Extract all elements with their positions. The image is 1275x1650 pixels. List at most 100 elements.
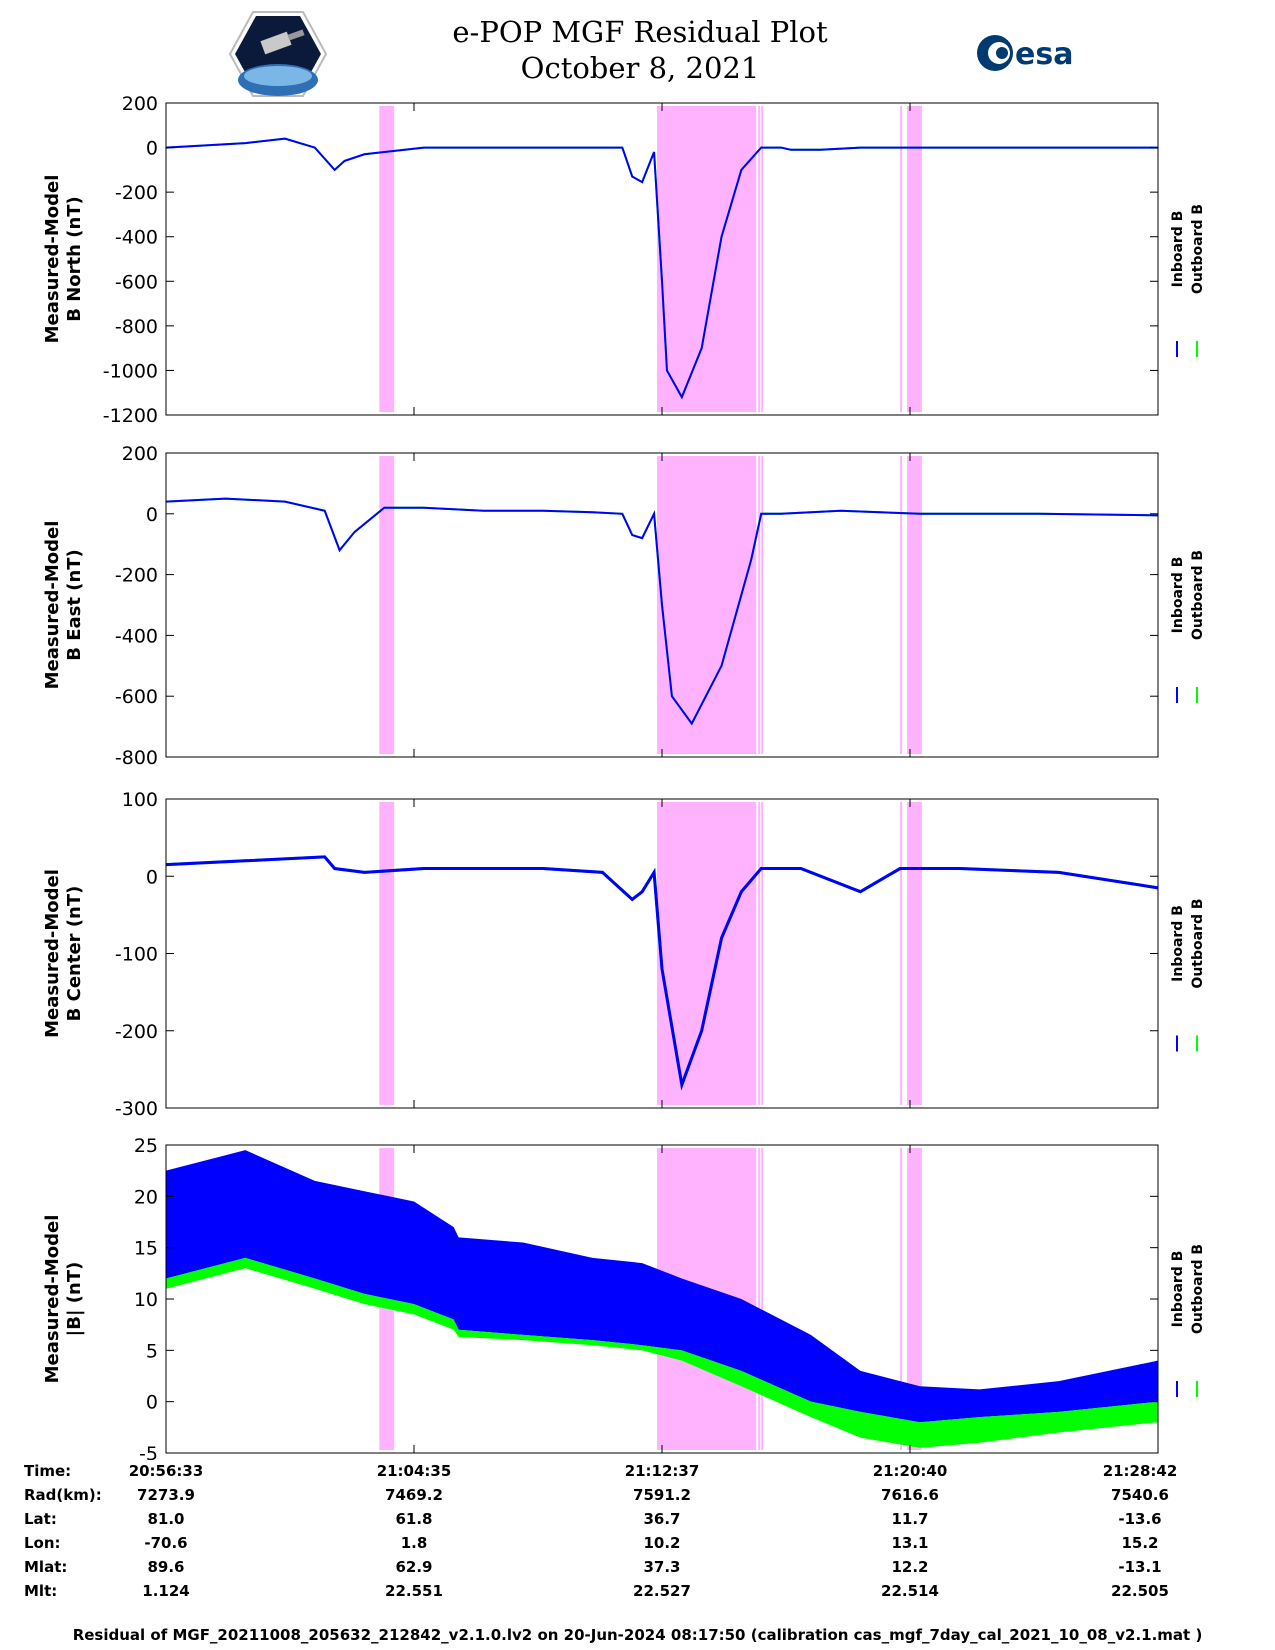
y-tick-label: 0 — [146, 138, 158, 160]
row-value: 11.7 — [891, 1510, 929, 1528]
y-axis-label-line-1: Measured-Model — [42, 175, 63, 344]
shaded-interval — [907, 456, 922, 754]
y-tick-label: -1000 — [103, 360, 158, 382]
title-line-2: October 8, 2021 — [520, 51, 760, 85]
row-value: 22.505 — [1111, 1582, 1169, 1600]
y-tick-label: 200 — [122, 93, 158, 115]
series-inboard-line — [165, 137, 1158, 400]
legend-entry-inboard: Inboard B — [1170, 557, 1186, 634]
row-value: 7273.9 — [137, 1486, 195, 1504]
legend-entry-outboard: Outboard B — [1190, 898, 1206, 988]
esa-logo-text: esa — [1015, 37, 1073, 72]
y-axis-label-line-1: Measured-Model — [42, 1215, 63, 1384]
legend-entry-outboard: Outboard B — [1190, 1244, 1206, 1334]
y-tick-label: 15 — [134, 1238, 158, 1260]
y-tick-label: -400 — [115, 227, 158, 249]
row-value: 15.2 — [1121, 1534, 1159, 1552]
legend-entry-inboard: Inboard B — [1170, 1251, 1186, 1328]
row-value: 20:56:33 — [128, 1462, 204, 1480]
y-tick-label: -5 — [139, 1443, 158, 1460]
row-value: 7591.2 — [633, 1486, 691, 1504]
row-label: Lon: — [24, 1534, 61, 1552]
y-tick-label: -400 — [115, 625, 158, 647]
row-value: -13.1 — [1118, 1558, 1162, 1576]
y-axis-label-line-1: Measured-Model — [42, 521, 63, 690]
shaded-interval — [758, 802, 761, 1105]
y-tick-label: 200 — [122, 443, 158, 465]
shaded-interval — [900, 1148, 903, 1450]
row-value: 12.2 — [891, 1558, 929, 1576]
shaded-interval — [657, 802, 757, 1105]
shaded-interval — [758, 106, 761, 412]
esa-logo: esa — [977, 35, 1073, 72]
row-value: 22.551 — [385, 1582, 443, 1600]
y-tick-label: -800 — [115, 316, 158, 338]
row-value: 21:12:37 — [624, 1462, 700, 1480]
y-tick-label: -200 — [115, 565, 158, 587]
row-value: 61.8 — [395, 1510, 433, 1528]
shaded-interval — [761, 1148, 764, 1450]
row-label: Mlt: — [24, 1582, 58, 1600]
y-tick-label: -800 — [115, 747, 158, 769]
series-inboard-line — [165, 497, 1159, 726]
y-tick-label: -200 — [115, 1021, 158, 1043]
row-value: -13.6 — [1118, 1510, 1162, 1528]
y-tick-label: 20 — [134, 1186, 158, 1208]
row-label: Time: — [24, 1462, 72, 1480]
row-value: 37.3 — [643, 1558, 681, 1576]
y-tick-label: 0 — [146, 866, 158, 888]
row-value: -70.6 — [144, 1534, 188, 1552]
shaded-interval — [761, 802, 764, 1105]
shaded-interval — [907, 802, 922, 1105]
shaded-interval — [900, 456, 903, 754]
series-outboard-band — [166, 1257, 1158, 1448]
shaded-interval — [657, 456, 757, 754]
row-label: Rad(km): — [24, 1486, 102, 1504]
row-value: 36.7 — [643, 1510, 681, 1528]
row-value: 22.514 — [881, 1582, 939, 1600]
row-value: 62.9 — [395, 1558, 433, 1576]
y-axis-label-line-2: |B| (nT) — [64, 1262, 85, 1337]
row-label: Lat: — [24, 1510, 57, 1528]
y-tick-label: -300 — [115, 1098, 158, 1120]
shaded-interval — [900, 106, 903, 412]
series-inboard-band — [166, 1150, 1158, 1423]
row-value: 7540.6 — [1111, 1486, 1169, 1504]
shaded-interval — [657, 106, 757, 412]
shaded-interval — [907, 106, 922, 412]
row-value: 7616.6 — [881, 1486, 939, 1504]
footer-caption: Residual of MGF_20211008_205632_212842_v… — [72, 1626, 1203, 1644]
title-line-1: e-POP MGF Residual Plot — [452, 15, 828, 49]
y-axis-label-line-2: B North (nT) — [64, 196, 85, 322]
y-tick-label: 0 — [146, 504, 158, 526]
shaded-interval — [900, 802, 903, 1105]
row-value: 21:20:40 — [872, 1462, 948, 1480]
y-tick-label: 100 — [122, 789, 158, 811]
y-tick-label: -600 — [115, 271, 158, 293]
y-axis-label-line-2: B Center (nT) — [64, 886, 85, 1022]
row-label: Mlat: — [24, 1558, 68, 1576]
y-tick-label: 5 — [146, 1340, 158, 1362]
shaded-interval — [379, 106, 395, 412]
legend-entry-inboard: Inboard B — [1170, 905, 1186, 982]
row-value: 22.527 — [633, 1582, 691, 1600]
shaded-interval — [379, 802, 395, 1105]
row-value: 10.2 — [643, 1534, 681, 1552]
y-tick-label: -200 — [115, 182, 158, 204]
shaded-interval — [761, 106, 764, 412]
y-tick-label: -100 — [115, 944, 158, 966]
y-axis-label: Measured-Model|B| (nT) — [42, 1215, 85, 1384]
y-axis-label: Measured-ModelB Center (nT) — [42, 869, 85, 1038]
page-title: e-POP MGF Residual Plot October 8, 2021 — [400, 14, 880, 86]
legend-entry-outboard: Outboard B — [1190, 550, 1206, 640]
legend-entry-inboard: Inboard B — [1170, 211, 1186, 288]
shaded-interval — [758, 1148, 761, 1450]
row-value: 81.0 — [147, 1510, 185, 1528]
row-value: 21:28:42 — [1102, 1462, 1178, 1480]
legend-entry-outboard: Outboard B — [1190, 204, 1206, 294]
row-value: 7469.2 — [385, 1486, 443, 1504]
y-tick-label: 25 — [134, 1135, 158, 1157]
row-value: 1.124 — [142, 1582, 190, 1600]
row-value: 21:04:35 — [376, 1462, 452, 1480]
row-value: 13.1 — [891, 1534, 929, 1552]
